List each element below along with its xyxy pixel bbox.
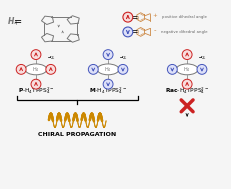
Circle shape [16, 64, 26, 74]
Circle shape [167, 64, 177, 74]
Circle shape [103, 79, 113, 89]
Text: =: = [14, 17, 22, 27]
Circle shape [123, 27, 133, 37]
Text: $\mathbf{Rac}$-H$_4$TPPS$_4^{2-}$: $\mathbf{Rac}$-H$_4$TPPS$_4^{2-}$ [165, 86, 209, 96]
Circle shape [31, 50, 41, 60]
Circle shape [46, 64, 56, 74]
Text: =: = [132, 27, 138, 36]
Text: =: = [132, 13, 138, 22]
Circle shape [182, 79, 192, 89]
Ellipse shape [176, 64, 198, 75]
Text: -: - [153, 27, 156, 33]
Circle shape [31, 79, 41, 89]
Text: positive dihedral angle: positive dihedral angle [162, 15, 207, 19]
Text: 2-: 2- [51, 56, 55, 60]
Circle shape [197, 64, 207, 74]
Text: $\mathbf{P}$-H$_4$TPPS$_4^{2-}$: $\mathbf{P}$-H$_4$TPPS$_4^{2-}$ [18, 86, 54, 96]
Ellipse shape [97, 64, 119, 75]
Text: 2-: 2- [123, 56, 127, 60]
Circle shape [88, 64, 98, 74]
Circle shape [118, 64, 128, 74]
Text: CHIRAL PROPAGATION: CHIRAL PROPAGATION [38, 132, 117, 137]
Text: H$_4$: H$_4$ [104, 65, 112, 74]
Circle shape [182, 50, 192, 60]
Text: H$_4$: H$_4$ [32, 65, 40, 74]
Text: +: + [152, 13, 157, 18]
Text: H$_4$: H$_4$ [7, 16, 19, 28]
Ellipse shape [25, 64, 47, 75]
Text: negative dihedral angle: negative dihedral angle [161, 30, 207, 34]
Text: H$_4$: H$_4$ [183, 65, 191, 74]
Circle shape [103, 50, 113, 60]
Circle shape [123, 12, 133, 22]
Text: 2-: 2- [202, 56, 206, 60]
Text: $\mathbf{M}$-H$_4$TPPS$_4^{2-}$: $\mathbf{M}$-H$_4$TPPS$_4^{2-}$ [89, 86, 127, 96]
